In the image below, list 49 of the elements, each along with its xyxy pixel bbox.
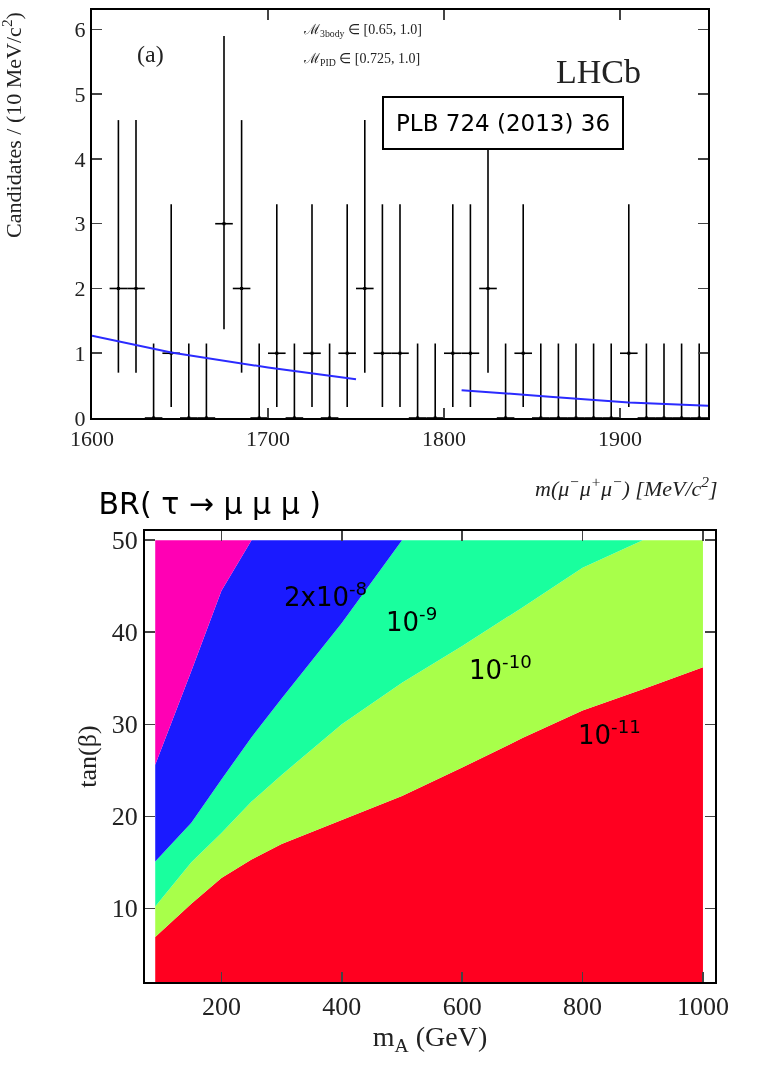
y-tick-label: 1 xyxy=(74,340,86,366)
annotation: LHCb xyxy=(556,53,641,90)
point xyxy=(116,286,120,290)
point xyxy=(310,351,314,355)
annotation: 2x10$^{-8}$ xyxy=(284,578,368,612)
annotation: (a) xyxy=(137,41,164,67)
line-series xyxy=(460,389,708,407)
x-tick-label: 1000 xyxy=(676,992,729,1022)
x-tick-label: 800 xyxy=(563,992,603,1022)
y-tick-label: 50 xyxy=(111,526,138,556)
point xyxy=(275,351,279,355)
y-tick-label: 2 xyxy=(74,276,86,302)
annotation: 10$^{-10}$ xyxy=(469,651,532,685)
annotation: PLB 724 (2013) 36 xyxy=(396,110,611,136)
point xyxy=(451,351,455,355)
annotation: 10$^{-11}$ xyxy=(578,716,641,750)
y-axis-title: tan(β) xyxy=(72,725,102,788)
annotation: ℳ$_{PID}$ ∈ [0.725, 1.0] xyxy=(303,51,421,68)
x-tick-label: 200 xyxy=(201,992,241,1022)
x-tick-label: 1800 xyxy=(422,426,466,452)
point xyxy=(222,222,226,226)
point xyxy=(380,351,384,355)
y-tick-label: 30 xyxy=(111,710,138,740)
chart-title: BR( τ → μ μ μ ) xyxy=(98,485,322,521)
y-tick-label: 6 xyxy=(74,17,86,43)
point xyxy=(345,351,349,355)
text: m(μ$^{−}$μ$^{+}$μ$^{−}$) [MeV/c$^{2}$] xyxy=(535,473,718,502)
point xyxy=(240,286,244,290)
y-tick-label: 20 xyxy=(111,802,138,832)
y-tick-label: 5 xyxy=(74,81,86,107)
point xyxy=(134,286,138,290)
annotation: 10$^{-9}$ xyxy=(386,603,438,637)
y-tick-label: 40 xyxy=(111,618,138,648)
x-tick-label: 1700 xyxy=(246,426,290,452)
y-tick-label: 10 xyxy=(111,894,138,924)
x-tick-label: 600 xyxy=(442,992,482,1022)
x-tick-label: 1900 xyxy=(598,426,642,452)
annotation: ℳ$_{3body}$ ∈ [0.65, 1.0] xyxy=(303,22,422,39)
y-tick-label: 4 xyxy=(74,146,86,172)
point xyxy=(363,286,367,290)
x-tick-label: 400 xyxy=(322,992,362,1022)
point xyxy=(486,286,490,290)
line-series xyxy=(92,334,357,381)
point xyxy=(398,351,402,355)
point xyxy=(627,351,631,355)
point xyxy=(468,351,472,355)
y-tick-label: 3 xyxy=(74,211,86,237)
point xyxy=(521,351,525,355)
x-axis-title: m$_{A}$ (GeV) xyxy=(372,1021,488,1057)
